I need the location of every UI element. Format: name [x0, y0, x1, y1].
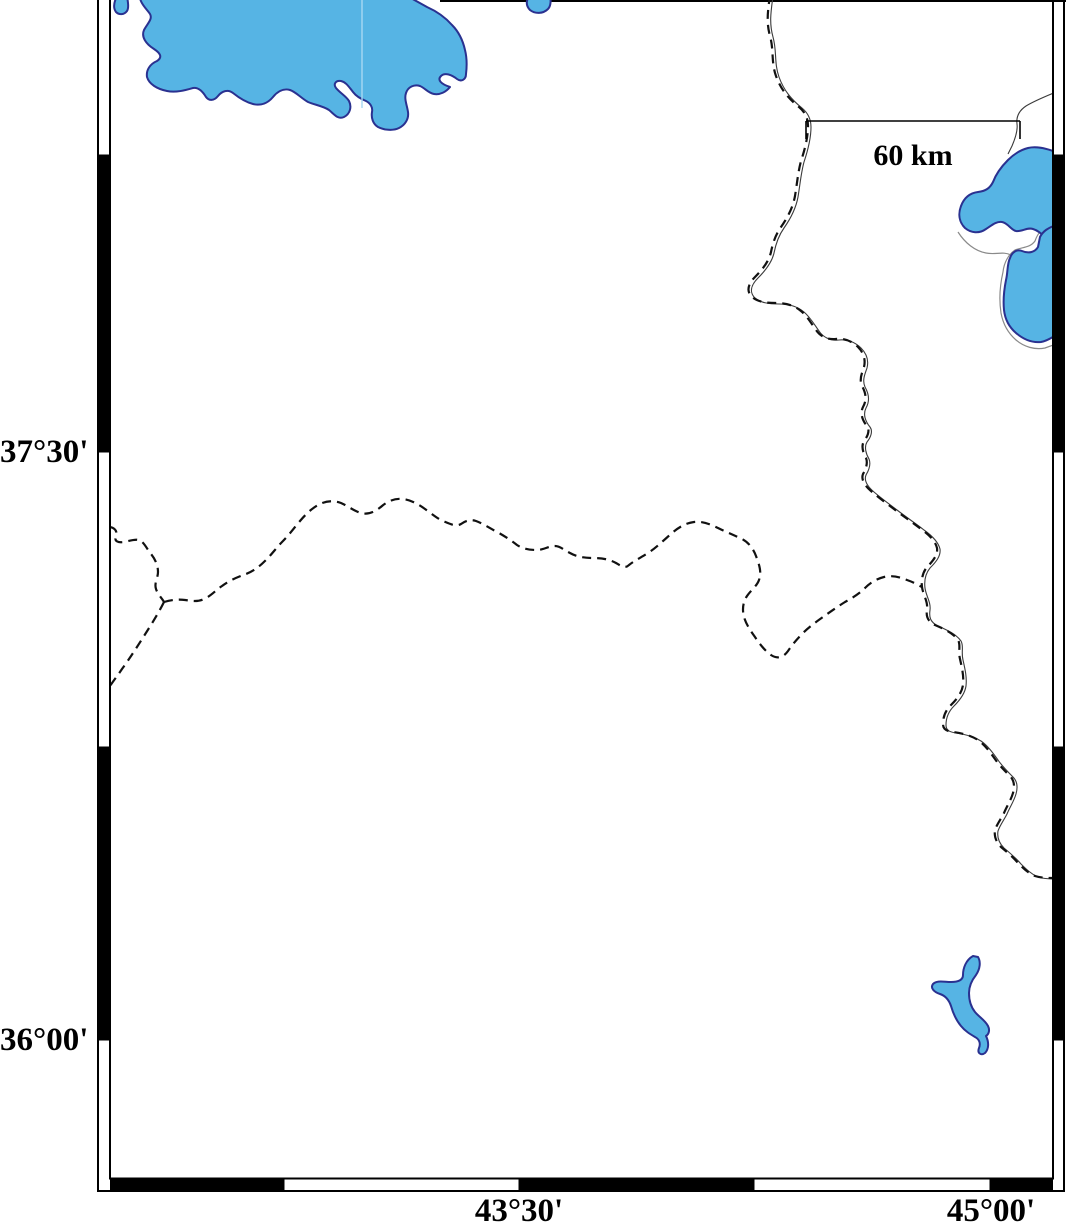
lake-urmia-north-lobe [958, 146, 1053, 244]
frame-band-left-black-2 [98, 747, 110, 1040]
latitude-label-37-30: 37°30' [0, 434, 89, 470]
frame-inner-rect [109, 0, 1054, 1180]
frame-band-right-black-2 [1053, 747, 1064, 1040]
lake-dukan [930, 955, 991, 1056]
frame-band-bottom-black-1 [110, 1178, 284, 1191]
frame-band-bottom-black-3 [990, 1178, 1053, 1191]
river-northeast [1007, 92, 1053, 155]
shoreline-contour-south [999, 221, 1053, 350]
map-interior [110, 0, 1053, 1056]
border-dashed-southwest-branch [110, 601, 165, 687]
scale-bar-label: 60 km [873, 139, 953, 172]
frame-band-left-black-1 [98, 155, 110, 452]
frame-band-right-black-1 [1053, 155, 1064, 452]
border-river-pair [750, 0, 1053, 880]
lake-van [139, 0, 468, 131]
lake-ercek [525, 0, 552, 14]
lake-urmia-south-lobe [1002, 225, 1053, 344]
border-dashed-north-south [747, 0, 1053, 880]
longitude-label-45-00: 45°00' [946, 1193, 1036, 1229]
latitude-label-36-00: 36°00' [0, 1022, 89, 1058]
river-along-border [750, 0, 1053, 880]
scale-bar [805, 120, 1021, 139]
border-dashed-east-west [163, 497, 923, 659]
longitude-label-43-30: 43°30' [474, 1193, 564, 1229]
frame-band-bottom-black-2 [519, 1178, 754, 1191]
map-frame [97, 0, 1065, 1192]
frame-outer-rect [97, 0, 1065, 1192]
lake-fragment-west [113, 0, 130, 16]
border-dashed-west-stub [110, 525, 165, 603]
